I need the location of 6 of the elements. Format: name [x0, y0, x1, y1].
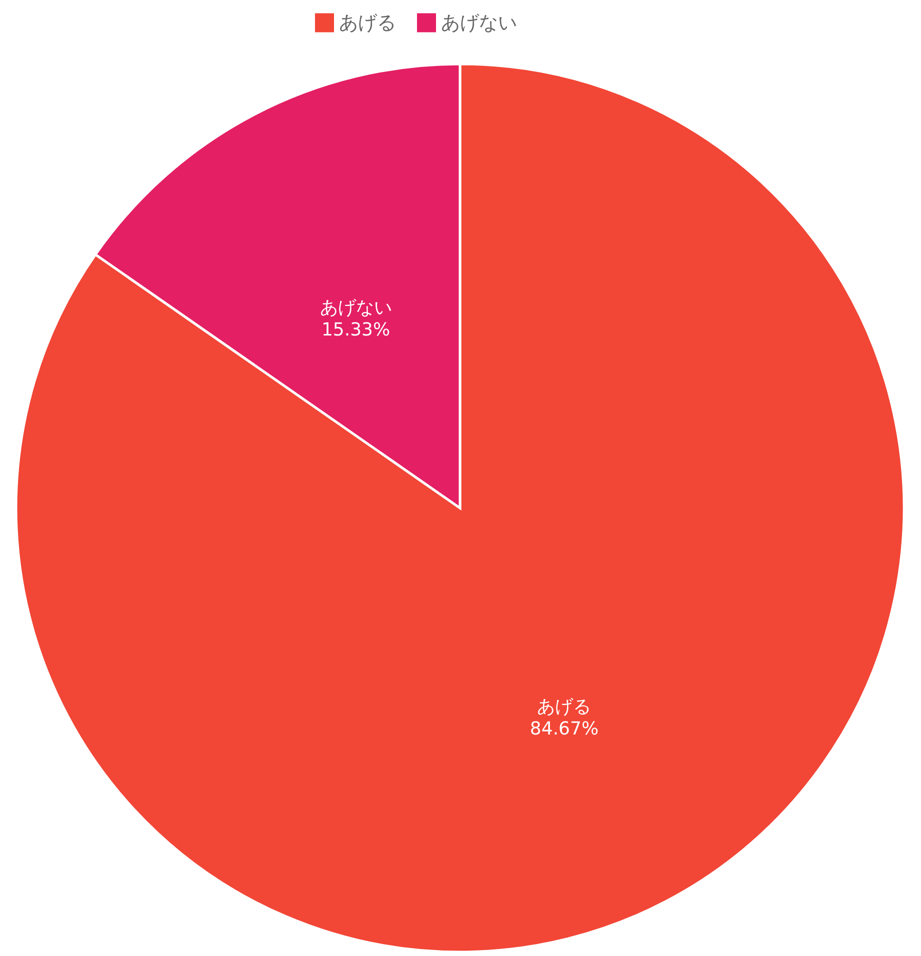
slice-label: あげない	[320, 298, 392, 319]
slice-label: あげる	[537, 696, 592, 718]
data-label: 84.67%	[530, 718, 599, 740]
legend-label: あげる	[339, 12, 396, 34]
legend-label: あげない	[441, 12, 517, 34]
data-label: 15.33%	[321, 320, 390, 341]
